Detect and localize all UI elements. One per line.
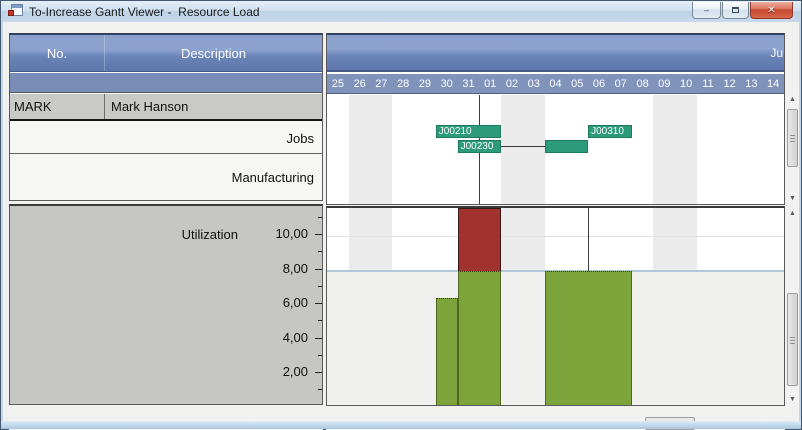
weekend-column <box>501 95 545 204</box>
window-title: To-Increase Gantt Viewer - Resource Load <box>29 5 260 19</box>
day-header-cell: 08 <box>636 78 649 90</box>
y-axis-tick-major <box>315 372 322 373</box>
row-label-manufacturing[interactable]: Manufacturing <box>10 155 322 200</box>
gantt-bar-J00310[interactable]: J00310 <box>588 125 632 138</box>
utilization-bar-normal <box>435 298 458 405</box>
y-axis-tick-major <box>315 303 322 304</box>
table-header: No. Description <box>10 35 322 72</box>
scrollbar-thumb[interactable] <box>787 109 798 167</box>
utilization-axis-panel: Utilization 10,00 8,00 6,00 4,00 2,00 <box>9 204 323 405</box>
gantt-panel: Ju 25 26 27 28 29 30 31 01 02 03 04 05 06 07 08 09 10 11 1… <box>326 33 785 205</box>
y-axis-label: 2,00 <box>282 364 308 379</box>
close-button[interactable]: ✕ <box>750 2 793 19</box>
y-axis-tick-minor <box>318 285 322 287</box>
gantt-bar-J00230[interactable]: J00230 <box>457 140 502 153</box>
day-header-cell: 02 <box>505 78 519 90</box>
thumb-grip <box>790 336 795 344</box>
weekend-column <box>348 95 393 204</box>
utilization-title: Utilization <box>181 227 238 242</box>
resource-row[interactable]: MARK Mark Hanson <box>10 94 322 121</box>
day-header-cell: 11 <box>702 78 714 90</box>
scrollbar-thumb[interactable] <box>787 293 798 386</box>
gridline-10 <box>327 236 784 237</box>
y-axis-label: 6,00 <box>282 295 308 310</box>
day-header-cell: 12 <box>723 78 736 90</box>
month-band: Ju <box>327 35 784 72</box>
y-axis-label: 8,00 <box>282 260 308 276</box>
utilization-bar-normal <box>457 270 502 405</box>
day-header-cell: 03 <box>527 78 540 90</box>
client-area: No. Description MARK Mark Hanson Jobs Ma… <box>3 22 799 430</box>
day-header-cell: 31 <box>462 78 475 90</box>
day-header-cell: 07 <box>614 78 627 90</box>
minimize-button[interactable]: – <box>692 2 721 19</box>
table-subheader-band <box>10 73 322 93</box>
resource-table-panel: No. Description MARK Mark Hanson Jobs Ma… <box>9 33 323 201</box>
app-icon <box>8 4 23 18</box>
day-header-cell: 13 <box>745 78 758 90</box>
utilization-bar-overload <box>457 208 502 271</box>
resource-description-cell[interactable]: Mark Hanson <box>111 99 189 114</box>
y-axis-label: 4,00 <box>282 329 308 345</box>
day-header-cell: 09 <box>658 78 671 90</box>
gantt-bar-J00210[interactable]: J00210 <box>435 125 502 138</box>
column-header-no[interactable]: No. <box>10 35 105 71</box>
resource-no-cell[interactable]: MARK <box>10 94 105 119</box>
scroll-up-button[interactable]: ▲ <box>786 93 799 106</box>
y-axis-tick-minor <box>318 251 322 253</box>
day-header-cell: 05 <box>571 78 584 90</box>
title-bar[interactable]: To-Increase Gantt Viewer - Resource Load… <box>1 1 801 22</box>
day-header-cell: 04 <box>549 78 562 90</box>
day-header-cell: 14 <box>766 78 780 90</box>
overload-divider-line <box>588 208 590 271</box>
y-axis-tick-major <box>315 337 322 339</box>
gantt-vertical-scrollbar[interactable]: ▲ ▼ <box>786 93 799 205</box>
y-axis-tick-minor <box>318 389 322 391</box>
y-axis-tick-major <box>315 234 322 235</box>
day-header-cell: 01 <box>484 78 497 90</box>
y-axis-tick-minor <box>318 216 322 218</box>
weekend-column <box>348 208 393 271</box>
column-header-description[interactable]: Description <box>180 45 247 61</box>
day-header-cell: 06 <box>592 78 606 90</box>
gantt-bar-J00230b[interactable] <box>544 140 589 153</box>
weekend-column <box>501 208 545 271</box>
y-axis-tick-minor <box>318 354 322 356</box>
thumb-grip <box>790 135 795 142</box>
window-frame-bottom <box>1 421 801 429</box>
gantt-rows-area: J00210 J00310 J00230 <box>327 95 784 204</box>
dependency-connector-line <box>501 146 545 147</box>
day-header-band: 25 26 27 28 29 30 31 01 02 03 04 05 06 07 08 09 10 11 12 13… <box>327 74 784 94</box>
month-label: Ju <box>770 46 783 60</box>
weekend-column <box>653 208 697 271</box>
utilization-bar-normal <box>544 270 632 405</box>
chart-vertical-scrollbar[interactable]: ▲ ▼ <box>786 207 799 406</box>
maximize-button[interactable] <box>722 2 749 19</box>
day-header-cell: 10 <box>679 78 693 90</box>
day-header-cell: 27 <box>375 78 388 90</box>
day-header-cell: 28 <box>397 78 410 90</box>
row-label-jobs[interactable]: Jobs <box>10 123 322 154</box>
day-header-cell: 26 <box>353 78 366 90</box>
day-header-cell: 30 <box>440 78 453 90</box>
scroll-down-button[interactable]: ▼ <box>786 192 799 205</box>
y-axis-tick-minor <box>318 320 322 322</box>
y-axis-tick-major <box>315 268 322 270</box>
day-header-cell: 29 <box>418 78 432 90</box>
y-axis-label: 10,00 <box>275 226 308 241</box>
utilization-chart <box>326 206 785 406</box>
maximize-icon <box>732 7 739 13</box>
weekend-column <box>653 95 697 204</box>
scroll-down-button[interactable]: ▼ <box>786 393 799 406</box>
day-header-cell: 25 <box>331 78 345 90</box>
scroll-up-button[interactable]: ▲ <box>786 207 799 220</box>
